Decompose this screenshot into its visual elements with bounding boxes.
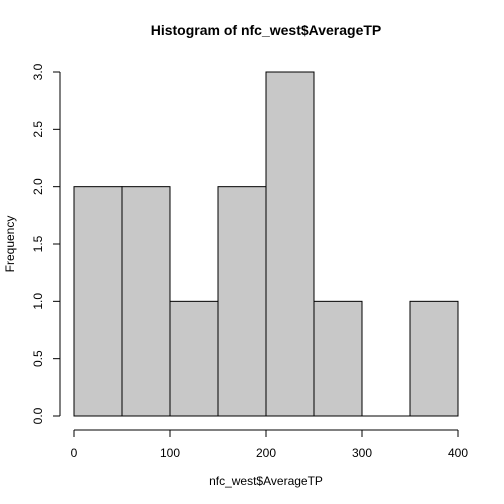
x-tick-label: 400 xyxy=(448,446,468,460)
bars-group xyxy=(73,71,459,417)
histogram-bar-0 xyxy=(73,186,123,417)
y-axis: 0.0 0.5 1.0 1.5 2.0 2.5 3.0 xyxy=(31,63,61,424)
x-tick-label: 100 xyxy=(160,446,180,460)
histogram-bar-4 xyxy=(265,71,315,417)
x-tick-label: 300 xyxy=(352,446,372,460)
histogram-bar-5 xyxy=(313,300,363,417)
histogram-bar-3 xyxy=(217,186,267,417)
x-tick-label: 200 xyxy=(256,446,276,460)
histogram-bar-7 xyxy=(409,300,459,417)
chart-title: Histogram of nfc_west$AverageTP xyxy=(151,22,382,38)
y-axis-label: Frequency xyxy=(3,216,17,273)
y-tick-label: 2.5 xyxy=(31,121,45,138)
histogram-bar-1 xyxy=(121,186,171,417)
x-axis-label: nfc_west$AverageTP xyxy=(209,474,323,488)
x-axis: 0 100 200 300 400 xyxy=(71,429,468,460)
y-tick-label: 0.0 xyxy=(31,407,45,424)
y-tick-label: 3.0 xyxy=(31,63,45,80)
histogram-bar-2 xyxy=(169,300,219,417)
y-tick-label: 1.5 xyxy=(31,235,45,252)
y-tick-label: 0.5 xyxy=(31,350,45,367)
y-tick-label: 2.0 xyxy=(31,178,45,195)
x-tick-label: 0 xyxy=(71,446,78,460)
y-tick-label: 1.0 xyxy=(31,293,45,310)
